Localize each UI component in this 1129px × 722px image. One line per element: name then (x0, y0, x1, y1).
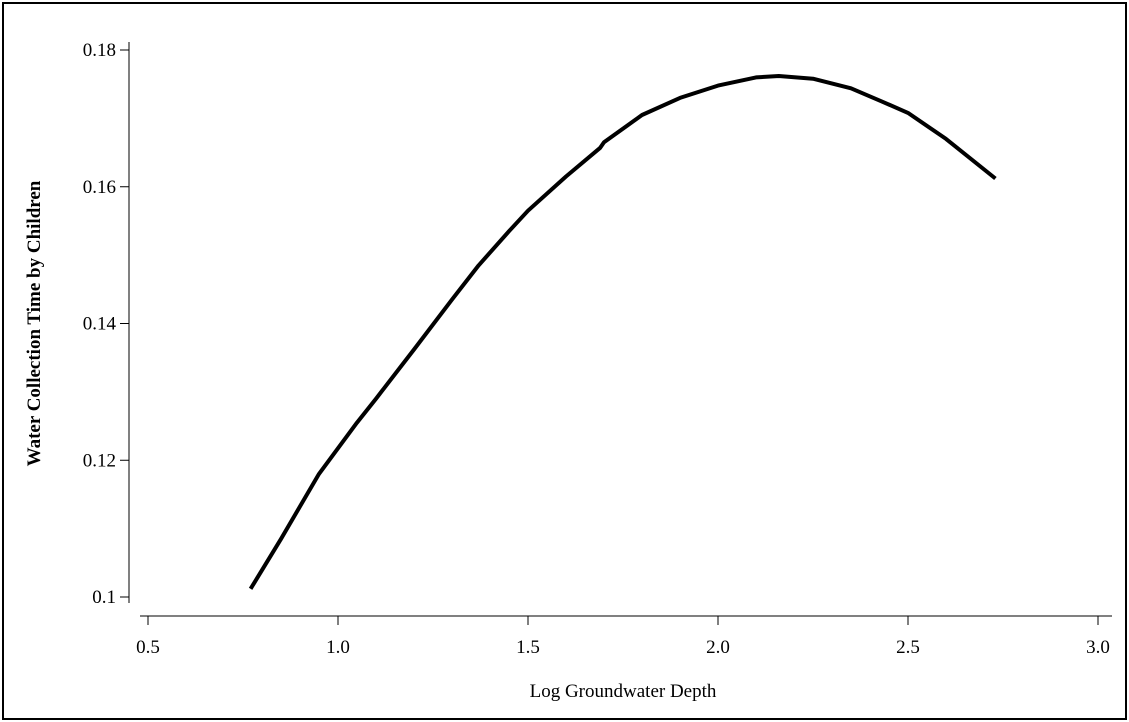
x-tick-label: 2.0 (706, 637, 730, 658)
x-tick-label: 0.5 (136, 637, 160, 658)
series-line (251, 76, 996, 589)
y-tick-label: 0.14 (83, 314, 117, 335)
y-axis-ticks: 0.1 0.12 0.14 0.16 0.18 (83, 40, 129, 608)
y-tick-label: 0.18 (83, 40, 116, 61)
y-tick-label: 0.16 (83, 177, 116, 198)
x-axis-ticks: 0.5 1.0 1.5 2.0 2.5 3.0 (136, 616, 1110, 658)
x-axis-title: Log Groundwater Depth (530, 681, 717, 702)
x-tick-label: 2.5 (896, 637, 920, 658)
x-tick-label: 1.5 (516, 637, 540, 658)
y-axis-title: Water Collection Time by Children (24, 180, 45, 466)
y-tick-label: 0.12 (83, 450, 116, 471)
x-tick-label: 1.0 (326, 637, 350, 658)
x-tick-label: 3.0 (1086, 637, 1110, 658)
y-tick-label: 0.1 (92, 587, 116, 608)
